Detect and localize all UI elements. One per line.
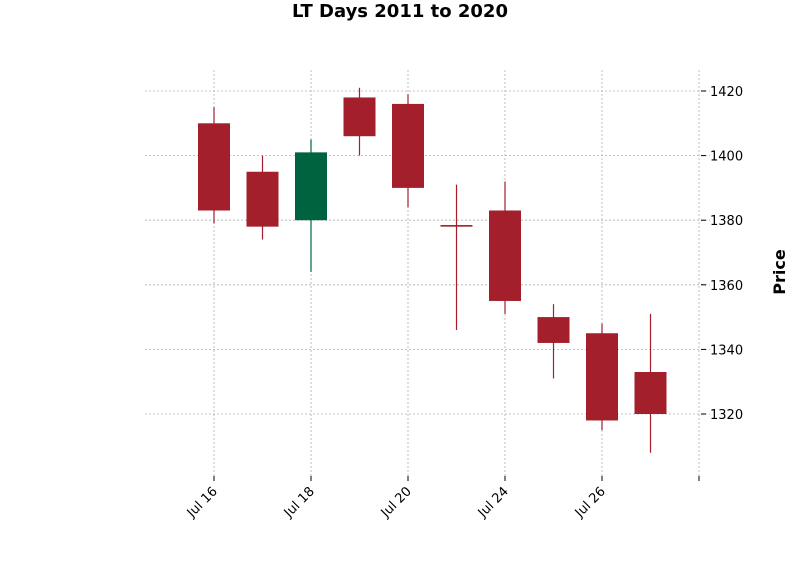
chart-title: LT Days 2011 to 2020: [292, 1, 508, 22]
candle-body: [537, 317, 570, 343]
candle: [198, 107, 230, 224]
y-axis-label: Price: [770, 249, 789, 295]
y-tick-label: 1340: [710, 343, 743, 358]
y-tick-label: 1320: [710, 408, 743, 423]
candle: [586, 323, 618, 431]
candle: [440, 184, 473, 331]
candles: [198, 87, 667, 453]
candle-body: [343, 97, 376, 137]
candle-body: [634, 372, 667, 414]
candle: [489, 181, 521, 314]
y-tick-label: 1420: [710, 85, 743, 100]
candle-body: [295, 152, 327, 221]
candle: [537, 304, 570, 379]
candle: [392, 94, 424, 208]
candle: [295, 139, 327, 272]
y-tick-label: 1380: [710, 214, 743, 229]
x-tick-label: Jul 16: [184, 484, 221, 521]
candle: [634, 313, 667, 453]
candle-body: [246, 171, 279, 227]
x-tick-label: Jul 20: [378, 484, 415, 521]
candle: [246, 155, 279, 240]
candle-body: [392, 103, 424, 188]
candle: [343, 87, 376, 156]
candle-body: [489, 210, 521, 301]
candle-body: [198, 123, 230, 211]
y-axis: 1320 1340 1360 1380 1400 1420: [701, 85, 743, 423]
x-tick-label: Jul 26: [572, 484, 609, 521]
x-tick-label: Jul 24: [475, 484, 512, 521]
x-tick-label: Jul 18: [281, 484, 318, 521]
x-axis: Jul 16 Jul 18 Jul 20 Jul 24 Jul 26: [184, 476, 700, 521]
y-tick-label: 1360: [710, 279, 743, 294]
candle-body: [586, 333, 618, 421]
candle-body: [440, 225, 473, 227]
y-tick-label: 1400: [710, 150, 743, 165]
